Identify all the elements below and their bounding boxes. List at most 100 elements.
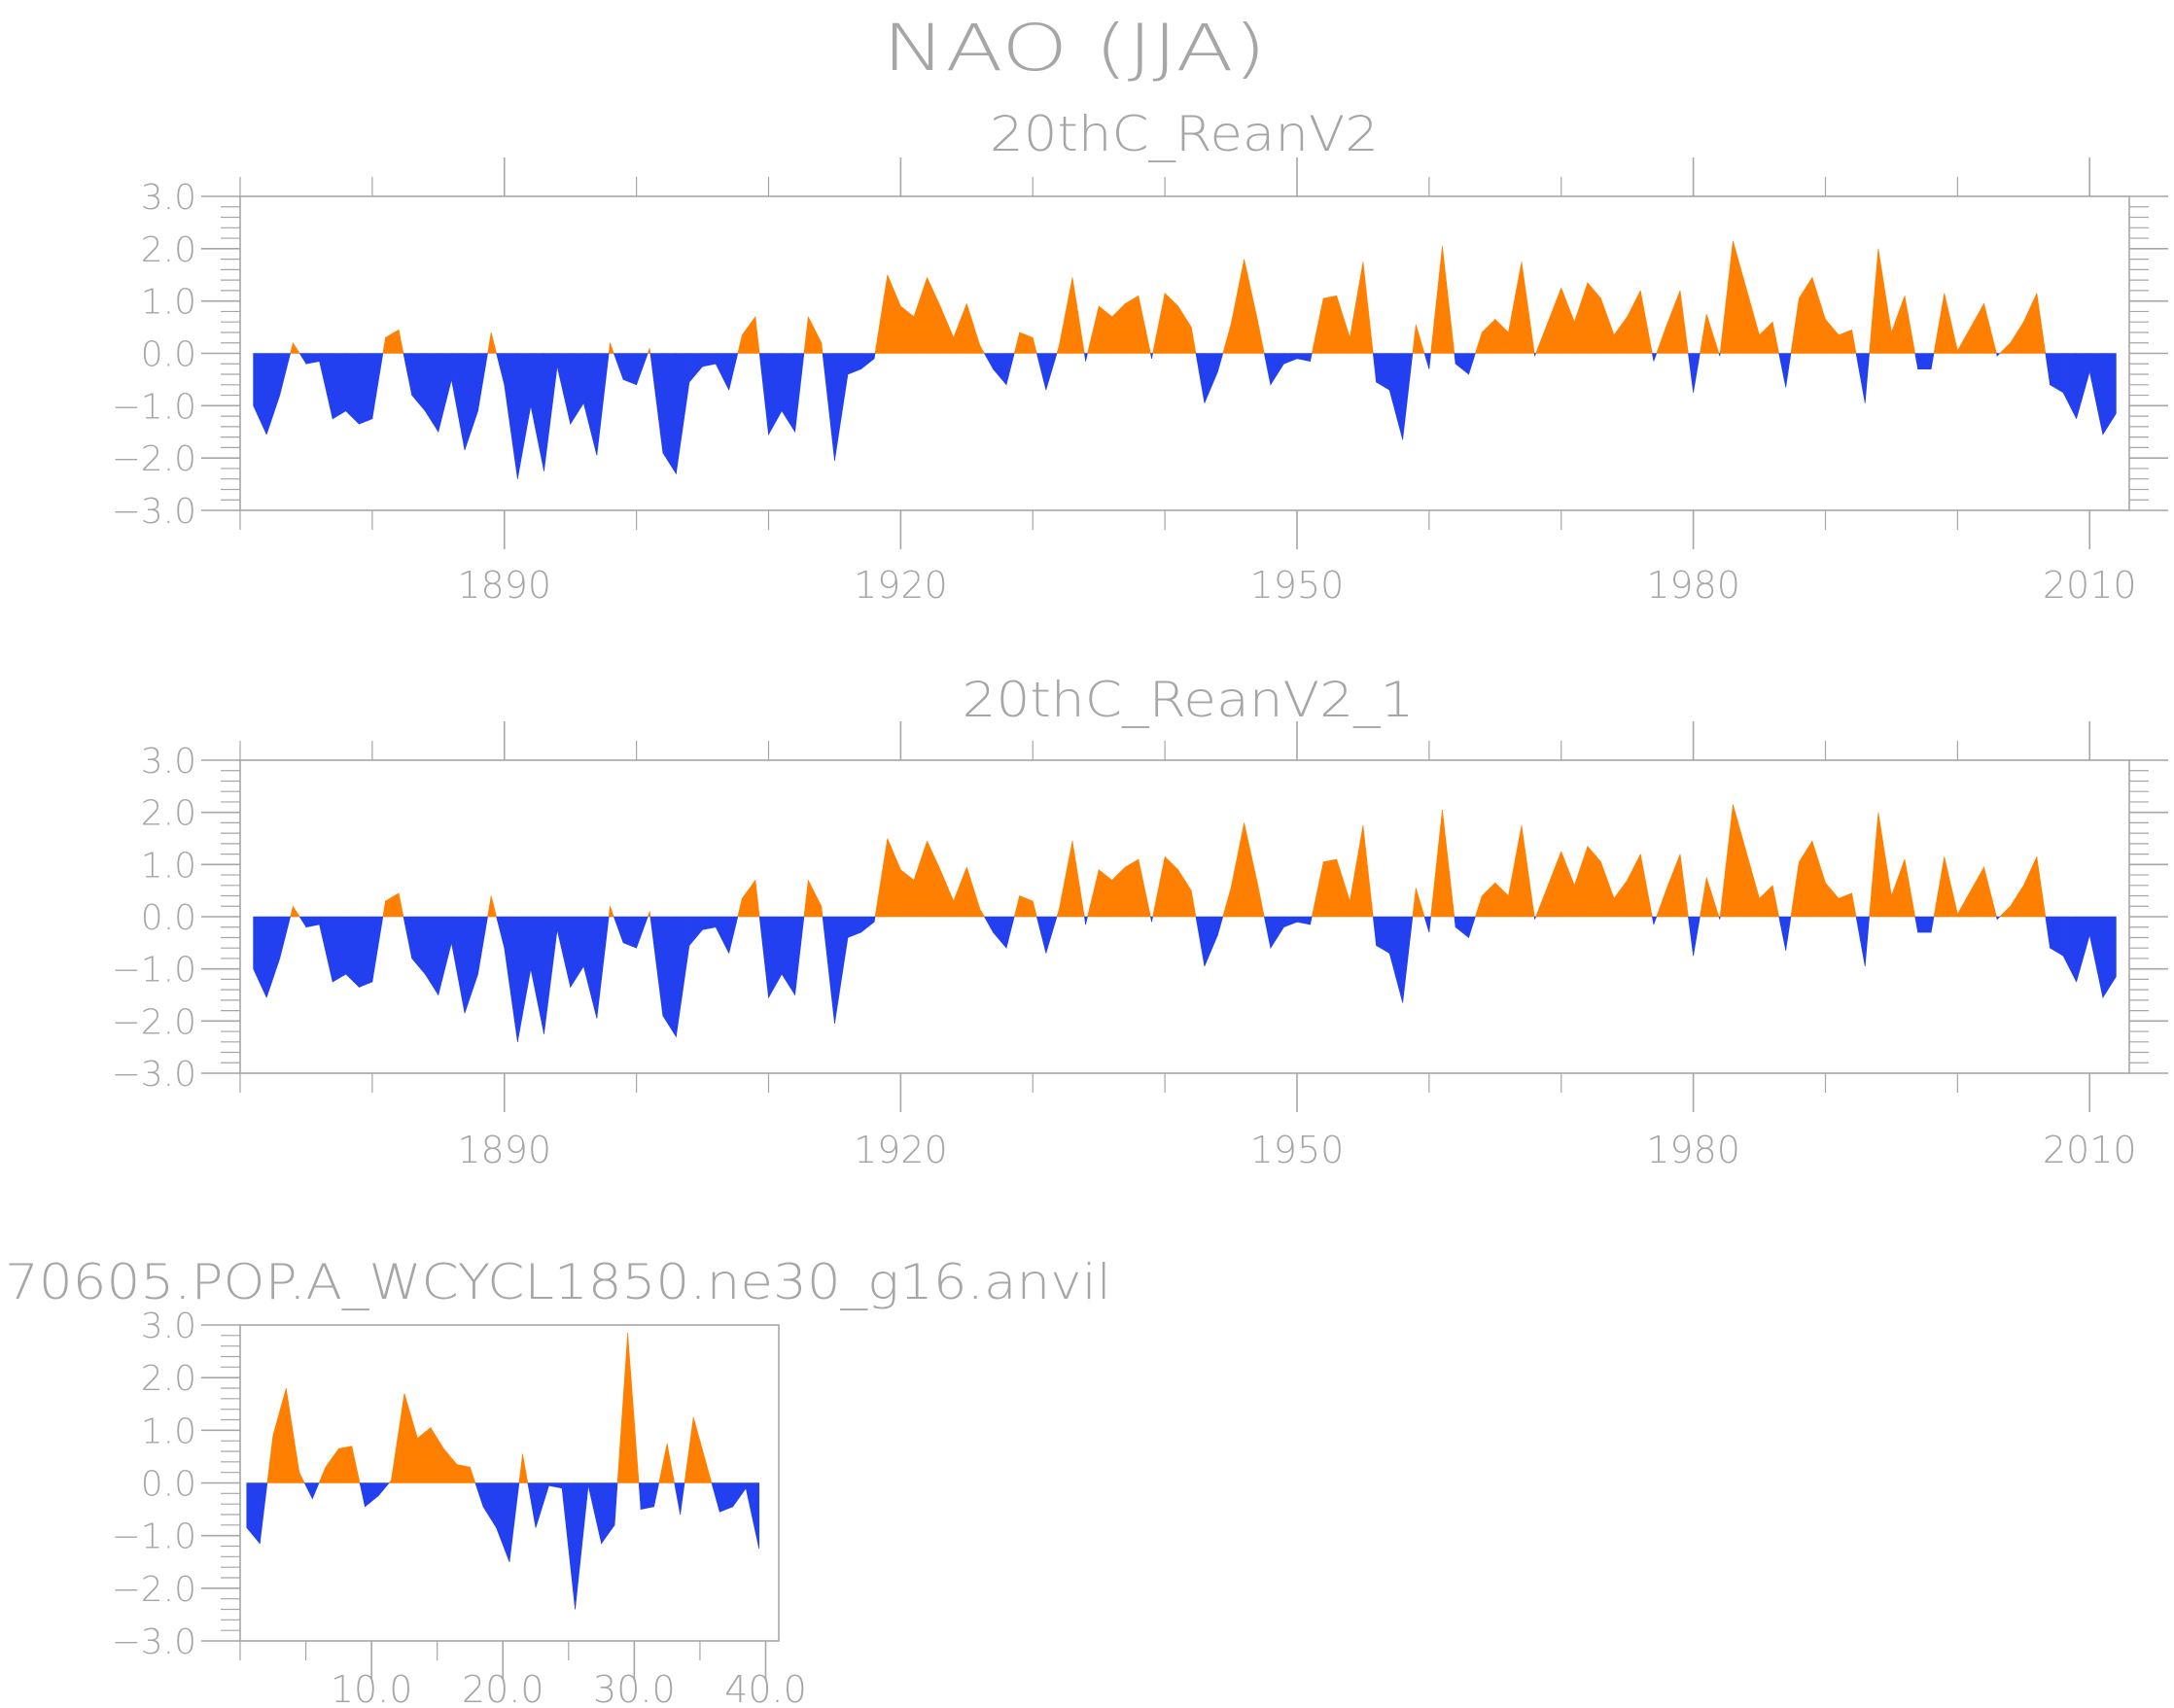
negative-area	[653, 1482, 660, 1507]
negative-area	[1388, 916, 1403, 1003]
x-tick-label: 1920	[854, 564, 948, 607]
positive-area	[887, 838, 901, 918]
positive-area	[966, 303, 981, 354]
positive-area	[490, 895, 497, 918]
negative-area	[504, 916, 518, 1042]
positive-area	[1244, 822, 1258, 918]
positive-area	[1350, 261, 1364, 354]
negative-area	[1653, 353, 1658, 362]
positive-area	[1311, 861, 1324, 918]
negative-area	[1195, 353, 1206, 403]
negative-area	[1263, 353, 1272, 385]
negative-area	[1045, 916, 1058, 954]
negative-area	[636, 353, 649, 385]
positive-area	[430, 1426, 444, 1483]
positive-area	[385, 329, 400, 354]
negative-area	[728, 353, 739, 391]
positive-area	[1983, 866, 1997, 918]
negative-area	[1688, 916, 1694, 957]
negative-area	[1930, 916, 1935, 933]
positive-area	[1838, 892, 1852, 918]
positive-area	[1230, 259, 1245, 354]
positive-area	[1164, 855, 1179, 918]
negative-area	[732, 1482, 747, 1508]
positive-area	[821, 906, 824, 918]
positive-area	[1999, 342, 2012, 354]
positive-area	[610, 342, 614, 354]
x-tick-label: 1890	[457, 1129, 551, 1171]
area-series	[246, 1333, 760, 1610]
y-tick-label: 1.0	[141, 283, 196, 323]
positive-area	[1904, 296, 1916, 354]
negative-area	[1376, 916, 1390, 955]
positive-area	[1481, 882, 1496, 918]
positive-area	[1933, 293, 1946, 354]
y-tick-label: −1.0	[112, 1517, 196, 1557]
negative-area	[860, 916, 875, 933]
positive-area	[1177, 868, 1192, 918]
negative-area	[711, 1482, 720, 1513]
negative-area	[745, 1482, 760, 1550]
negative-area	[728, 916, 739, 954]
negative-area	[2045, 916, 2051, 949]
negative-area	[2076, 353, 2090, 419]
positive-area	[1790, 297, 1800, 354]
positive-area	[290, 342, 294, 354]
negative-area	[1778, 353, 1787, 388]
panel-title: 20thC_ReanV2_1	[963, 672, 1415, 728]
negative-area	[253, 353, 267, 436]
negative-area	[822, 916, 835, 1025]
negative-area	[1864, 353, 1870, 403]
positive-area	[470, 1467, 476, 1483]
positive-area	[1600, 297, 1615, 354]
positive-area	[1877, 248, 1892, 354]
positive-area	[1019, 331, 1034, 354]
negative-area	[1455, 353, 1469, 375]
positive-area	[1430, 246, 1443, 354]
nao-panel-20thc-reanv2-1: 20thC_ReanV2_1 3.0 2.0 1.0 0.0 −1.0 −2.0 −3.0 1…	[112, 672, 2168, 1171]
positive-area	[1983, 303, 1997, 354]
negative-area	[1455, 916, 1469, 939]
negative-area	[575, 1482, 589, 1610]
negative-area	[259, 1482, 268, 1544]
negative-area	[768, 916, 783, 999]
negative-area	[680, 1482, 685, 1516]
positive-area	[684, 1416, 694, 1483]
panel-title: 70605.POP.A_WCYCL1850.ne30_g16.anvil	[5, 1254, 1111, 1310]
positive-area	[1811, 841, 1826, 918]
negative-area	[1283, 353, 1298, 365]
positive-area	[1508, 825, 1523, 918]
positive-area	[1032, 900, 1037, 918]
area-series	[253, 804, 2117, 1042]
positive-area	[1587, 845, 1601, 918]
positive-area	[518, 1453, 523, 1483]
negative-area	[1930, 353, 1935, 369]
negative-area	[702, 353, 717, 367]
negative-area	[1785, 353, 1792, 388]
positive-area	[874, 838, 889, 918]
positive-area	[1087, 305, 1100, 354]
axes: 3.0 2.0 1.0 0.0 −1.0 −2.0 −3.0 1890 1920 1950 1980…	[112, 721, 2168, 1171]
positive-area	[649, 911, 651, 918]
negative-area	[530, 353, 544, 471]
positive-area	[1350, 825, 1364, 918]
positive-area	[382, 337, 386, 354]
x-tick-label: 2010	[2043, 1129, 2137, 1171]
x-tick-label: 2010	[2043, 564, 2137, 607]
negative-area	[662, 353, 677, 475]
negative-area	[508, 1482, 520, 1562]
negative-area	[345, 353, 360, 425]
positive-area	[443, 1447, 458, 1483]
positive-area	[1059, 277, 1073, 354]
negative-area	[265, 916, 281, 998]
negative-area	[649, 916, 664, 1017]
negative-area	[1402, 353, 1414, 440]
x-tick-label: 20.0	[462, 1668, 544, 1708]
negative-area	[371, 353, 384, 419]
negative-area	[1310, 353, 1313, 362]
positive-area	[293, 341, 300, 354]
negative-area	[1045, 353, 1058, 391]
y-tick-label: −2.0	[112, 1570, 196, 1610]
negative-area	[873, 353, 876, 359]
